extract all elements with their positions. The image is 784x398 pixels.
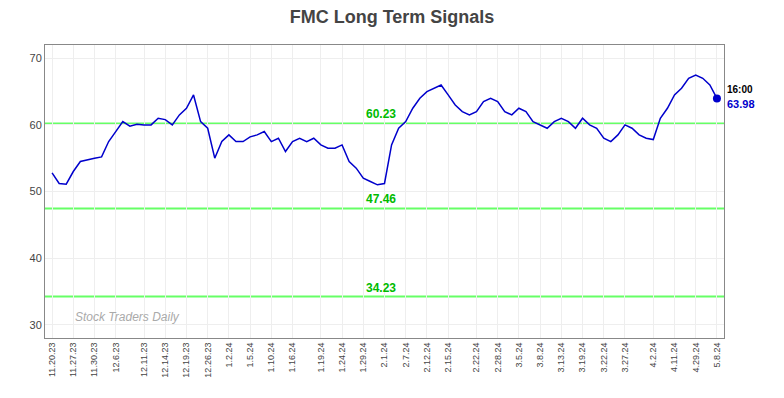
svg-text:12.19.23: 12.19.23 (181, 343, 191, 378)
svg-text:12.11.23: 12.11.23 (139, 343, 149, 377)
svg-text:3.19.24: 3.19.24 (577, 343, 587, 373)
svg-text:FMC Long Term Signals: FMC Long Term Signals (290, 7, 495, 27)
svg-text:60.23: 60.23 (366, 107, 396, 121)
svg-text:1.10.24: 1.10.24 (266, 343, 276, 373)
svg-text:2.12.24: 2.12.24 (422, 343, 432, 373)
svg-text:12.6.23: 12.6.23 (111, 343, 121, 373)
svg-text:12.26.23: 12.26.23 (203, 343, 213, 378)
svg-text:1.5.24: 1.5.24 (245, 343, 255, 368)
svg-text:3.13.24: 3.13.24 (556, 343, 566, 373)
svg-text:70: 70 (30, 52, 42, 64)
svg-text:2.1.24: 2.1.24 (379, 343, 389, 368)
svg-text:11.30.23: 11.30.23 (89, 343, 99, 377)
svg-text:3.27.24: 3.27.24 (620, 343, 630, 373)
svg-text:3.5.24: 3.5.24 (514, 343, 524, 368)
svg-text:11.27.23: 11.27.23 (68, 343, 78, 377)
svg-text:34.23: 34.23 (366, 281, 396, 295)
svg-text:12.14.23: 12.14.23 (160, 343, 170, 378)
svg-text:Stock Traders Daily: Stock Traders Daily (75, 310, 180, 324)
svg-text:2.28.24: 2.28.24 (493, 343, 503, 373)
svg-text:40: 40 (30, 252, 42, 264)
svg-text:3.8.24: 3.8.24 (535, 343, 545, 368)
svg-text:5.8.24: 5.8.24 (712, 343, 722, 368)
svg-text:1.16.24: 1.16.24 (287, 343, 297, 373)
svg-text:2.22.24: 2.22.24 (471, 343, 481, 373)
svg-text:1.19.24: 1.19.24 (316, 343, 326, 373)
svg-text:4.29.24: 4.29.24 (691, 343, 701, 373)
svg-text:1.24.24: 1.24.24 (337, 343, 347, 373)
svg-text:47.46: 47.46 (366, 192, 396, 206)
svg-text:2.7.24: 2.7.24 (401, 343, 411, 368)
svg-text:11.20.23: 11.20.23 (47, 343, 57, 377)
svg-text:3.22.24: 3.22.24 (599, 343, 609, 373)
svg-text:16:00: 16:00 (727, 84, 753, 95)
svg-text:30: 30 (30, 319, 42, 331)
svg-text:1.2.24: 1.2.24 (224, 343, 234, 368)
svg-text:60: 60 (30, 119, 42, 131)
svg-text:4.11.24: 4.11.24 (669, 343, 679, 372)
svg-text:1.29.24: 1.29.24 (358, 343, 368, 373)
svg-text:4.2.24: 4.2.24 (648, 343, 658, 368)
svg-text:50: 50 (30, 185, 42, 197)
svg-text:2.15.24: 2.15.24 (443, 343, 453, 373)
svg-text:63.98: 63.98 (727, 98, 755, 110)
